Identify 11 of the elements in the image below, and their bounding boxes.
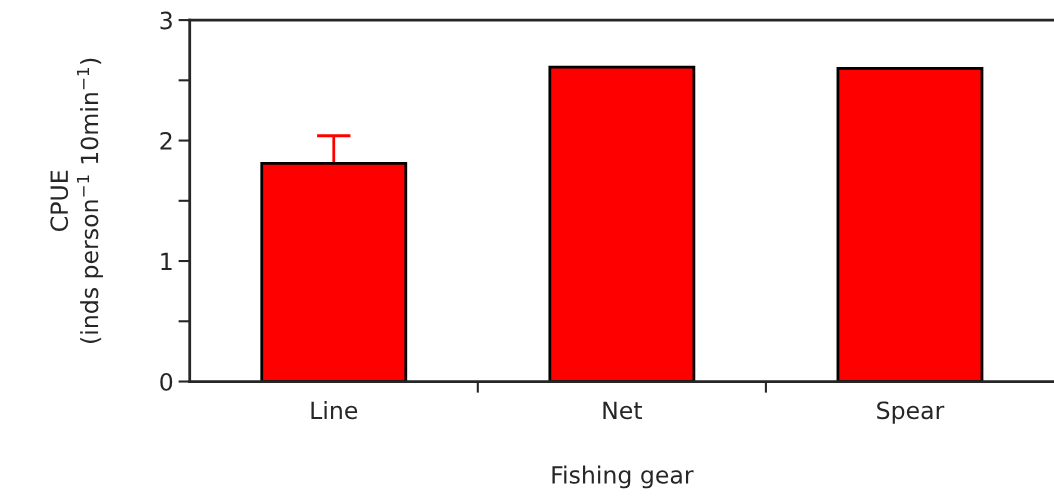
- y-tick-label: 1: [161, 252, 172, 271]
- x-axis-title: Fishing gear: [552, 465, 694, 489]
- y-tick-label: 2: [160, 132, 172, 150]
- y-tick-label: 0: [160, 372, 173, 391]
- x-tick-label: Spear: [877, 401, 945, 424]
- bar: [836, 66, 984, 382]
- y-tick-label: 3: [160, 11, 172, 30]
- x-tick-label: Net: [603, 401, 643, 420]
- y-axis-title: CPUE (inds person$^{−1}$ 10min$^{−1}$): [50, 58, 103, 343]
- x-tick-label: Line: [311, 400, 358, 420]
- bar: [548, 65, 696, 382]
